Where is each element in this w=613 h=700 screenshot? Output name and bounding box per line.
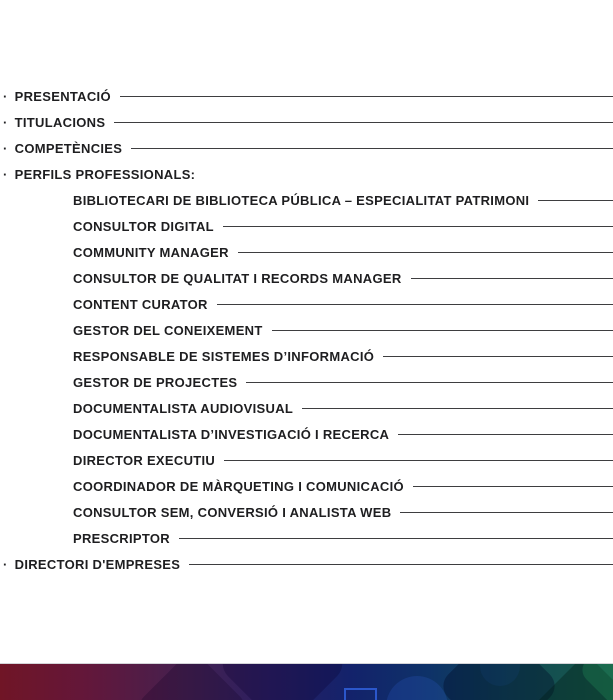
toc-item-label: DIRECTOR EXECUTIU: [73, 452, 216, 468]
toc-bullet: ·: [3, 556, 8, 572]
toc-item-label: DIRECTORI D'EMPRESES: [14, 556, 181, 572]
toc-item[interactable]: · DIRECTORI D'EMPRESES: [0, 551, 613, 577]
leader-line: [271, 329, 613, 331]
leader-line: [410, 277, 613, 279]
toc-item[interactable]: · TITULACIONS: [0, 109, 613, 135]
toc-item-label: DOCUMENTALISTA AUDIOVISUAL: [73, 400, 294, 416]
toc-item[interactable]: · PRESENTACIÓ: [0, 83, 613, 109]
toc-item-label: COMMUNITY MANAGER: [73, 244, 229, 260]
toc-item-label: PRESENTACIÓ: [14, 88, 111, 104]
toc-item[interactable]: CONTENT CURATOR: [0, 291, 613, 317]
toc-item-label: RESPONSABLE DE SISTEMES D’INFORMACIÓ: [73, 348, 375, 364]
leader-line: [216, 303, 613, 305]
toc-item-label: CONSULTOR SEM, CONVERSIÓ I ANALISTA WEB: [73, 504, 392, 520]
leader-line: [398, 433, 613, 435]
toc-bullet: ·: [3, 166, 8, 182]
leader-line: [302, 407, 613, 409]
toc-item-label: COMPETÈNCIES: [14, 140, 123, 156]
leader-line: [412, 485, 613, 487]
leader-line: [131, 147, 613, 149]
decor-diamond: [436, 664, 562, 700]
toc-item[interactable]: DOCUMENTALISTA AUDIOVISUAL: [0, 395, 613, 421]
toc-item[interactable]: CONSULTOR DE QUALITAT I RECORDS MANAGER: [0, 265, 613, 291]
leader-line: [114, 121, 613, 123]
toc-item-label: CONSULTOR DIGITAL: [73, 218, 214, 234]
footer-gradient-band: [0, 663, 613, 700]
toc-item[interactable]: · PERFILS PROFESSIONALS:: [0, 161, 613, 187]
toc-item-label: CONSULTOR DE QUALITAT I RECORDS MANAGER: [73, 270, 402, 286]
toc-item[interactable]: DIRECTOR EXECUTIU: [0, 447, 613, 473]
toc-item[interactable]: COORDINADOR DE MÀRQUETING I COMUNICACIÓ: [0, 473, 613, 499]
leader-line: [224, 459, 613, 461]
toc-item[interactable]: GESTOR DE PROJECTES: [0, 369, 613, 395]
leader-line: [383, 355, 613, 357]
toc-item[interactable]: RESPONSABLE DE SISTEMES D’INFORMACIÓ: [0, 343, 613, 369]
toc-item-label: BIBLIOTECARI DE BIBLIOTECA PÚBLICA – ESP…: [73, 192, 530, 208]
toc-item-label: PERFILS PROFESSIONALS:: [14, 166, 196, 182]
decor-circle: [386, 676, 448, 700]
toc-item[interactable]: COMMUNITY MANAGER: [0, 239, 613, 265]
toc-item-label: CONTENT CURATOR: [73, 296, 208, 312]
leader-line: [222, 225, 613, 227]
leader-line: [237, 251, 613, 253]
toc-bullet: ·: [3, 88, 8, 104]
toc-bullet: ·: [3, 140, 8, 156]
leader-line: [178, 537, 613, 539]
toc-item[interactable]: GESTOR DEL CONEIXEMENT: [0, 317, 613, 343]
toc-item-label: COORDINADOR DE MÀRQUETING I COMUNICACIÓ: [73, 478, 404, 494]
toc-item[interactable]: PRESCRIPTOR: [0, 525, 613, 551]
leader-line: [400, 511, 613, 513]
toc-item[interactable]: CONSULTOR DIGITAL: [0, 213, 613, 239]
leader-line: [246, 381, 613, 383]
toc-item[interactable]: BIBLIOTECARI DE BIBLIOTECA PÚBLICA – ESP…: [0, 187, 613, 213]
toc-item[interactable]: CONSULTOR SEM, CONVERSIÓ I ANALISTA WEB: [0, 499, 613, 525]
toc-item-label: GESTOR DE PROJECTES: [73, 374, 238, 390]
toc-item-label: DOCUMENTALISTA D’INVESTIGACIÓ I RECERCA: [73, 426, 390, 442]
leader-line: [538, 199, 613, 201]
decor-circle: [480, 664, 520, 686]
square-outline-decoration: [344, 688, 377, 700]
toc-item-label: TITULACIONS: [14, 114, 106, 130]
leader-line: [119, 95, 613, 97]
toc-item-label: GESTOR DEL CONEIXEMENT: [73, 322, 263, 338]
toc-item[interactable]: DOCUMENTALISTA D’INVESTIGACIÓ I RECERCA: [0, 421, 613, 447]
toc-item[interactable]: · COMPETÈNCIES: [0, 135, 613, 161]
table-of-contents: · PRESENTACIÓ · TITULACIONS · COMPETÈNCIES · PE…: [0, 83, 613, 577]
toc-bullet: ·: [3, 114, 8, 130]
toc-item-label: PRESCRIPTOR: [73, 530, 170, 546]
leader-line: [189, 563, 613, 565]
